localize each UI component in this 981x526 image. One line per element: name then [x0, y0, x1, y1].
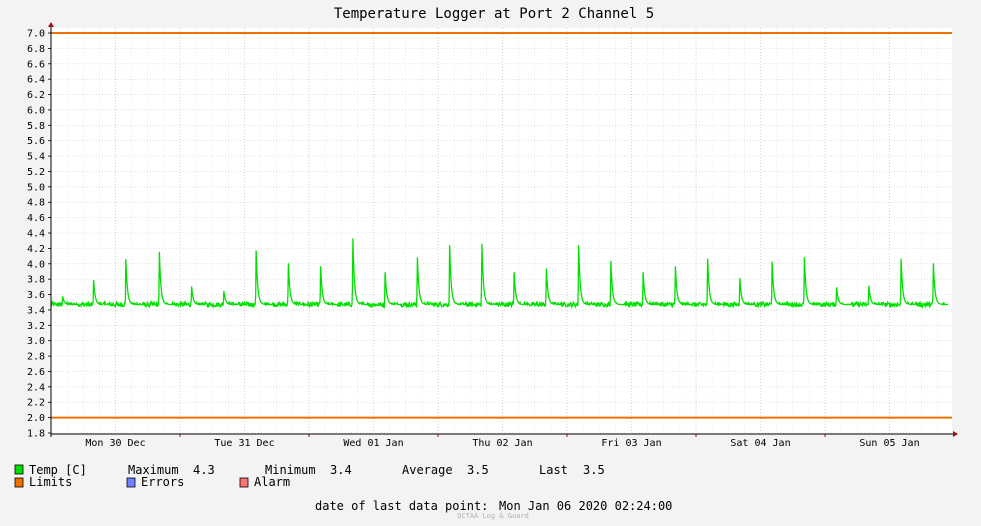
- y-tick-label: 4.8: [27, 198, 45, 209]
- y-tick-label: 4.6: [27, 213, 45, 224]
- chart-title: Temperature Logger at Port 2 Channel 5: [334, 6, 654, 22]
- y-tick-label: 5.6: [27, 136, 45, 147]
- legend-max-label: Maximum: [128, 463, 179, 477]
- y-tick-label: 6.6: [27, 59, 45, 70]
- y-tick-label: 6.8: [27, 44, 45, 55]
- legend-temp-label: Temp [C]: [29, 463, 87, 477]
- x-tick-label: Wed 01 Jan: [343, 438, 403, 449]
- y-tick-label: 3.0: [27, 336, 45, 347]
- legend: Temp [C] Maximum 4.3 Minimum 3.4 Average…: [14, 463, 605, 489]
- legend-last-label: Last: [539, 463, 568, 477]
- y-tick-label: 5.8: [27, 121, 45, 132]
- y-tick-label: 1.8: [27, 429, 45, 440]
- x-tick-label: Thu 02 Jan: [472, 438, 532, 449]
- x-axis-arrow-icon: [953, 431, 958, 437]
- legend-last-value: 3.5: [583, 463, 605, 477]
- y-tick-label: 4.2: [27, 244, 45, 255]
- plot-area: [51, 28, 952, 434]
- y-tick-label: 3.4: [27, 305, 45, 316]
- legend-avg-value: 3.5: [467, 463, 489, 477]
- y-tick-label: 3.6: [27, 290, 45, 301]
- limit-lines: [51, 32, 952, 419]
- x-tick-label: Fri 03 Jan: [601, 438, 661, 449]
- legend-errors-label: Errors: [141, 475, 184, 489]
- y-tick-label: 4.4: [27, 229, 45, 240]
- x-tick-label: Mon 30 Dec: [85, 438, 145, 449]
- x-tick-label: Tue 31 Dec: [214, 438, 274, 449]
- x-tick-label: Sat 04 Jan: [730, 438, 790, 449]
- last-data-point-value: Mon Jan 06 2020 02:24:00: [499, 499, 672, 513]
- y-tick-label: 5.0: [27, 182, 45, 193]
- legend-max-value: 4.3: [193, 463, 215, 477]
- legend-avg-label: Average: [402, 463, 453, 477]
- major-grid: [51, 28, 952, 434]
- last-data-point-label: date of last data point:: [315, 499, 488, 513]
- y-tick-label: 5.2: [27, 167, 45, 178]
- legend-min-label: Minimum: [265, 463, 316, 477]
- y-tick-label: 6.0: [27, 105, 45, 116]
- legend-alarm-label: Alarm: [254, 475, 290, 489]
- y-tick-label: 2.0: [27, 413, 45, 424]
- x-tick-label: Sun 05 Jan: [859, 438, 919, 449]
- y-tick-label: 3.2: [27, 321, 45, 332]
- y-tick-label: 6.2: [27, 90, 45, 101]
- legend-swatch-errors: [126, 477, 136, 488]
- y-tick-label: 6.4: [27, 75, 45, 86]
- y-tick-label: 2.2: [27, 398, 45, 409]
- y-tick-label: 4.0: [27, 259, 45, 270]
- legend-swatch-limits: [14, 477, 24, 488]
- legend-min-value: 3.4: [330, 463, 352, 477]
- y-tick-label: 2.6: [27, 367, 45, 378]
- y-axis-arrow-icon: [48, 22, 54, 27]
- legend-limits-label: Limits: [29, 475, 72, 489]
- series-line-temp: [50, 238, 949, 310]
- y-tick-label: 5.4: [27, 152, 45, 163]
- legend-swatch-alarm: [239, 477, 249, 488]
- y-axis-ticks: 1.8 2.0 2.2 2.4 2.6 2.8 3.0 3.2 3.4 3.6 3.8 4.0 4.2 4…: [27, 29, 51, 440]
- y-tick-label: 2.4: [27, 382, 45, 393]
- y-tick-label: 3.8: [27, 275, 45, 286]
- credit-text: OCTAA Log & Guard: [457, 512, 529, 520]
- legend-swatch-temp: [14, 464, 24, 475]
- y-tick-label: 2.8: [27, 352, 45, 363]
- y-tick-label: 7.0: [27, 29, 45, 40]
